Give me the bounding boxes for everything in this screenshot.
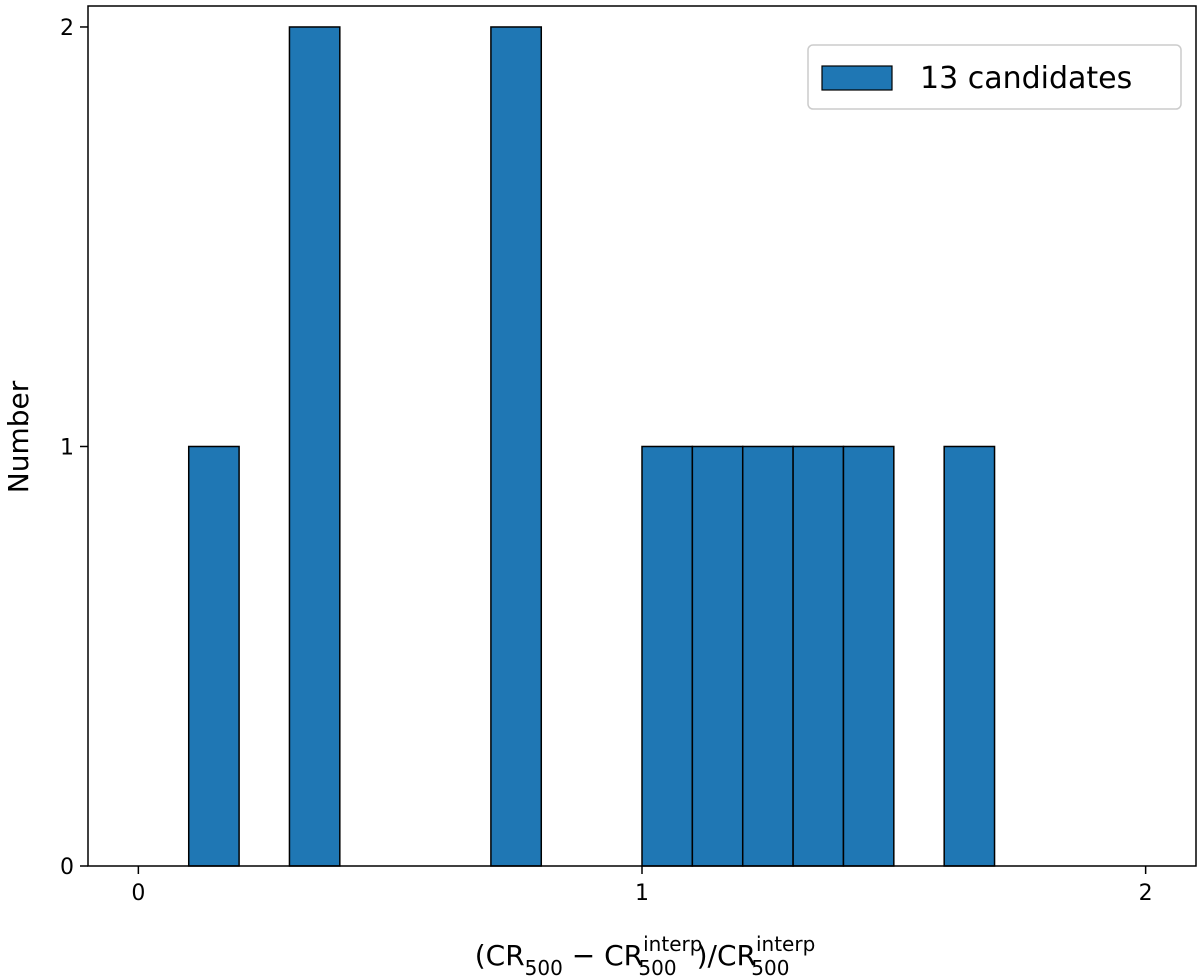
histogram-bar	[943, 445, 996, 867]
y-axis-title: Number	[2, 380, 35, 493]
x-tick-label: 2	[1139, 881, 1153, 906]
histogram-bar	[741, 445, 794, 867]
histogram-bar	[641, 445, 694, 867]
legend-frame	[807, 44, 1182, 110]
y-tick-label: 0	[60, 855, 74, 880]
histogram-bar	[288, 26, 341, 867]
histogram-bar	[691, 445, 744, 867]
legend-swatch	[821, 65, 893, 91]
legend: 13 candidates	[807, 44, 1182, 110]
histogram-bar	[187, 445, 240, 867]
legend-label: 13 candidates	[920, 61, 1132, 96]
ticks-group: 0 1 2 0 1 2	[60, 16, 1153, 906]
x-tick-label: 1	[635, 881, 649, 906]
y-tick-label: 1	[60, 435, 74, 460]
histogram-bar	[490, 26, 543, 867]
x-tick-label: 0	[131, 881, 145, 906]
histogram-bar	[792, 445, 845, 867]
histogram-bar	[842, 445, 895, 867]
bars-group	[187, 26, 996, 867]
y-tick-label: 2	[60, 16, 74, 41]
x-axis-title: (CR500 − CRinterp 500)/CRinterp 500	[475, 932, 816, 978]
